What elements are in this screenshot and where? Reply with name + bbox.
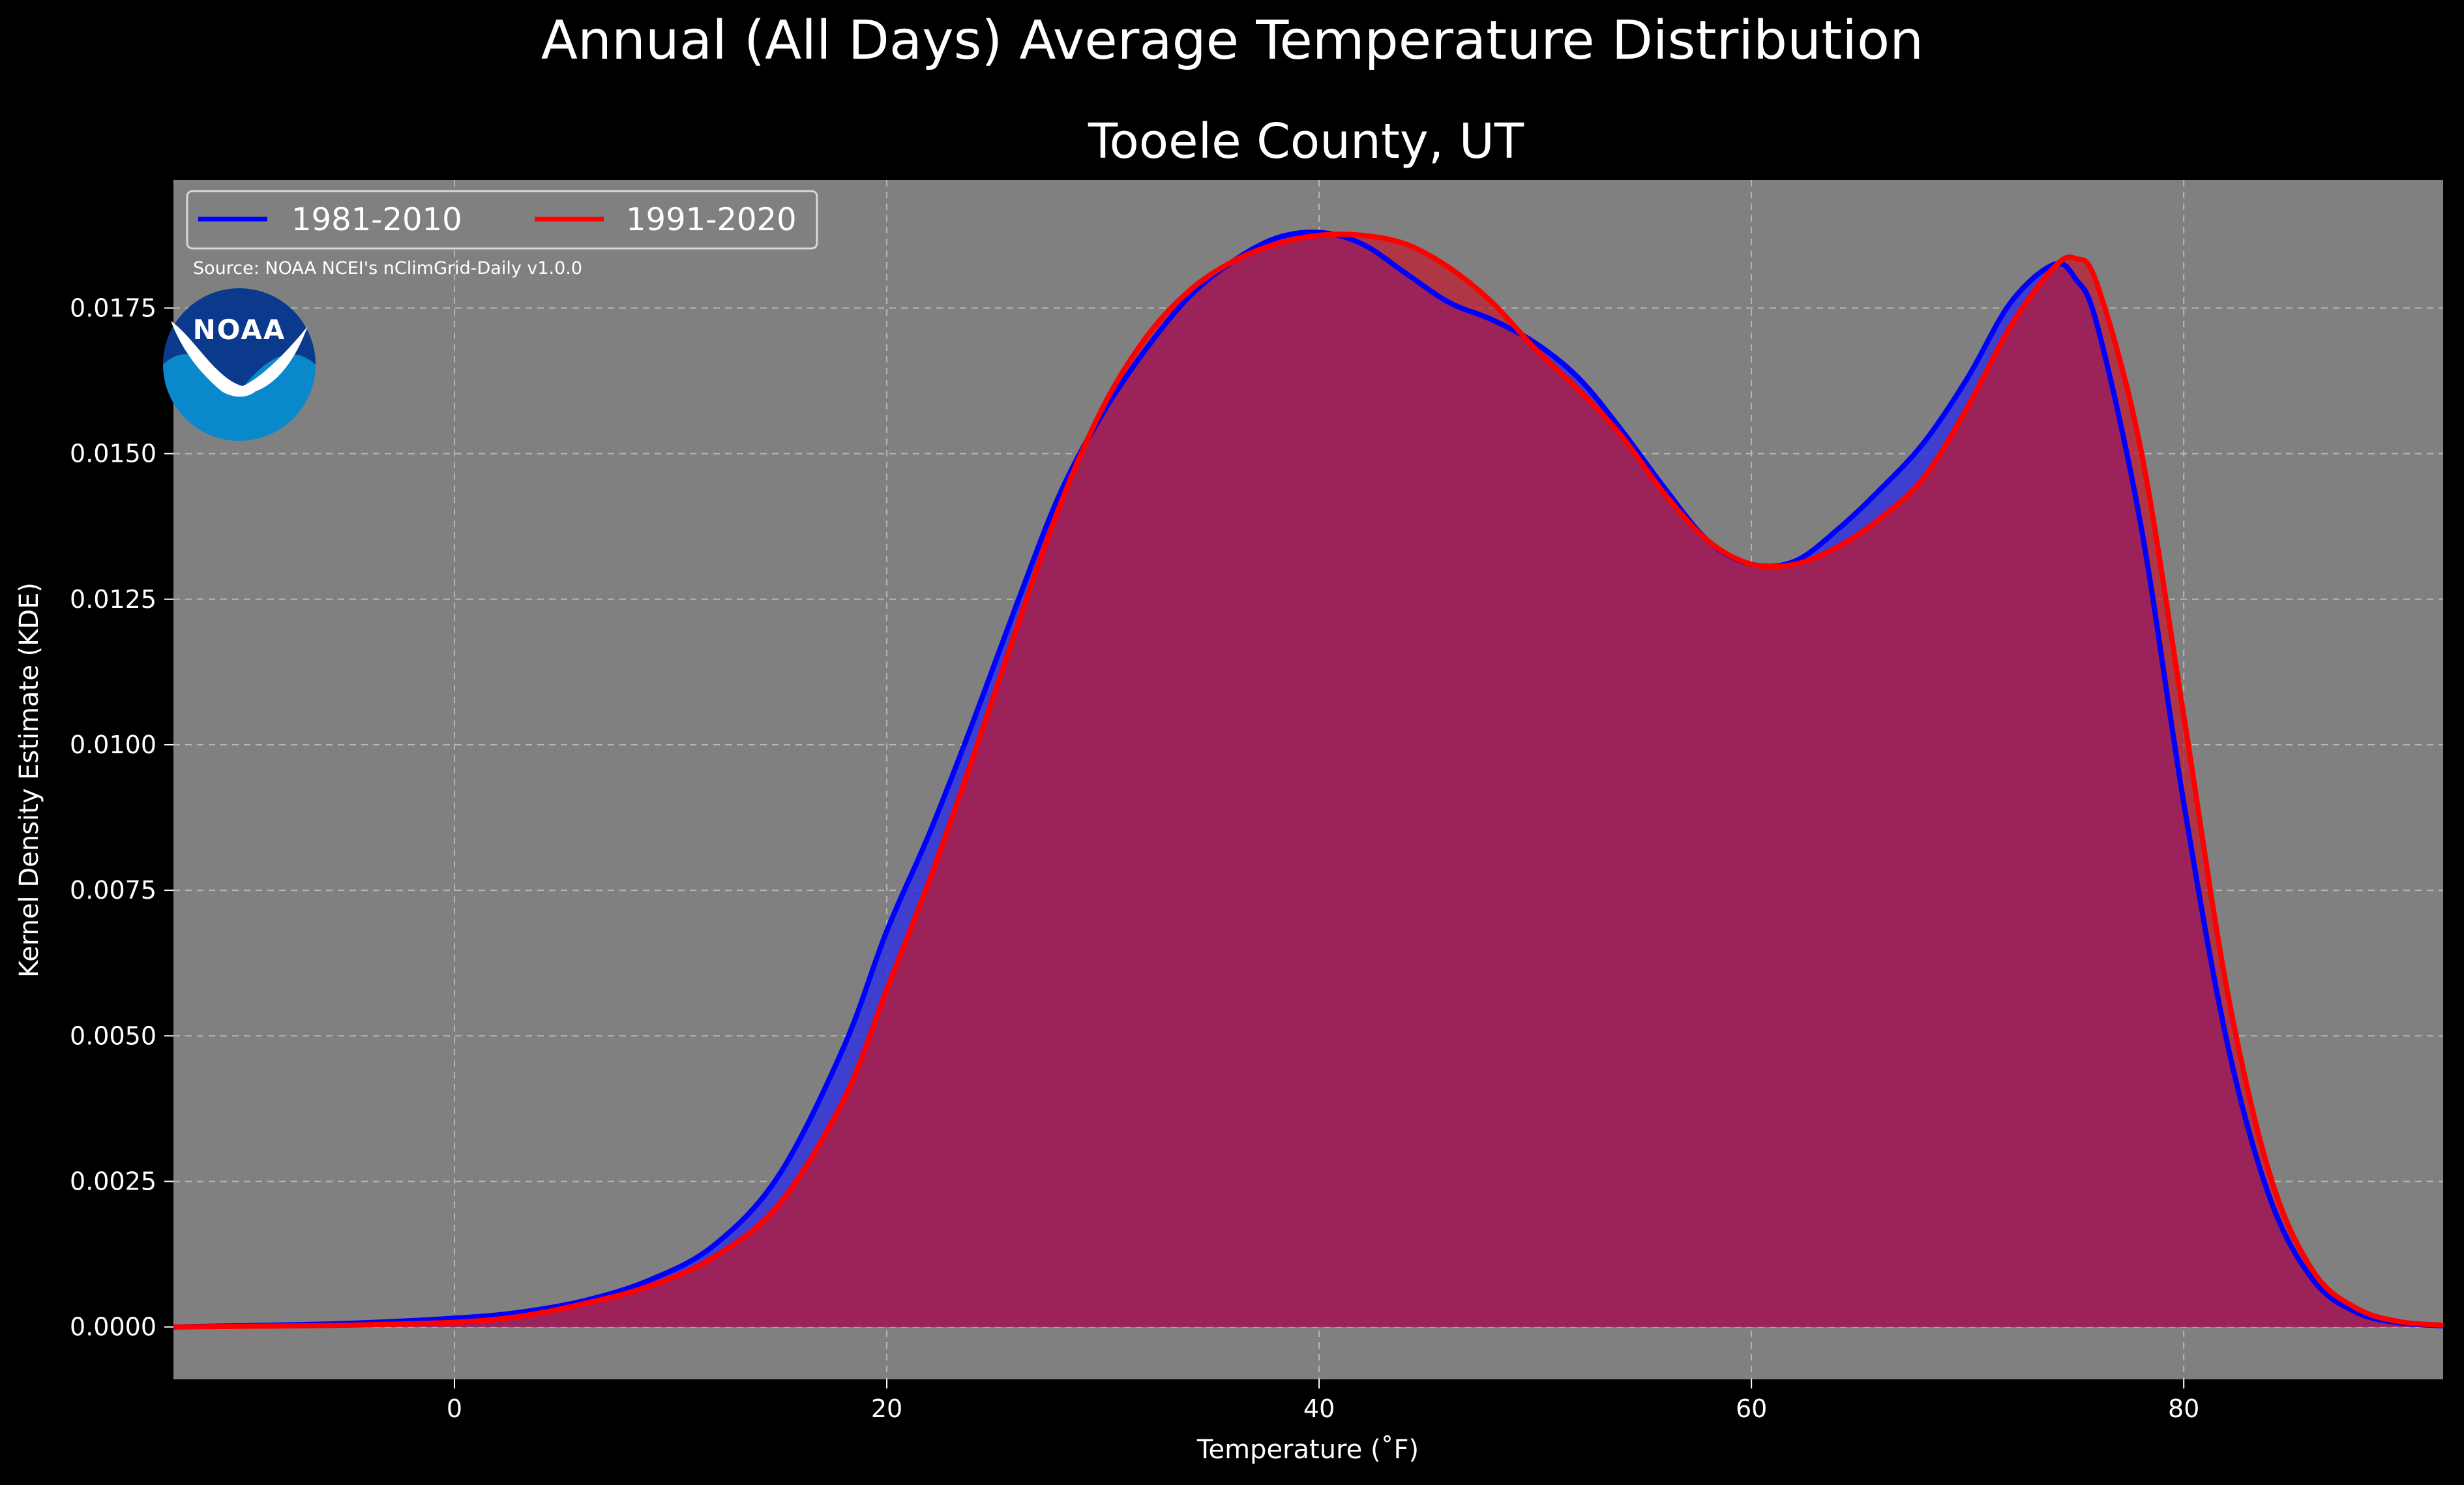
y-tick-label-0.0025: 0.0025 <box>70 1167 156 1195</box>
area-fill-1991-2020 <box>173 234 2443 1327</box>
legend: 1981-2010 1991-2020 <box>186 190 818 250</box>
y-tick-label-0.0000: 0.0000 <box>70 1313 156 1342</box>
x-tick-label-60: 60 <box>1736 1394 1767 1423</box>
x-tick-label-20: 20 <box>871 1394 902 1423</box>
legend-box <box>186 190 818 250</box>
series-line-1981-2010 <box>173 229 2444 1330</box>
noaa-logo: NOAA <box>163 288 316 441</box>
legend-label-1991-2020: 1991-2020 <box>626 202 797 238</box>
y-tick-label-0.0050: 0.0050 <box>70 1021 156 1050</box>
chart-subtitle: Tooele County, UT <box>1088 113 1524 170</box>
x-tick-label-80: 80 <box>2168 1394 2199 1423</box>
x-tick-label-40: 40 <box>1303 1394 1335 1423</box>
x-axis-label: Temperature (˚F) <box>1196 1435 1419 1465</box>
y-tick-label-0.0150: 0.0150 <box>70 440 156 468</box>
legend-label-1981-2010: 1981-2010 <box>291 202 462 238</box>
noaa-logo-top <box>163 288 316 391</box>
y-tick-label-0.0125: 0.0125 <box>70 585 156 614</box>
y-axis-label: Kernel Density Estimate (KDE) <box>14 582 44 978</box>
noaa-logo-gull <box>171 321 308 397</box>
noaa-logo-text: NOAA <box>193 314 286 346</box>
y-tick-label-0.0075: 0.0075 <box>70 876 156 905</box>
axis-ticks: 0 20 40 60 80 0.0000 0.0025 0.0050 0.0075 0.0100 0… <box>70 293 2199 1423</box>
chart-title: Annual (All Days) Average Temperature Di… <box>541 10 1923 72</box>
series-line-1991-2020 <box>173 232 2444 1330</box>
y-tick-label-0.0175: 0.0175 <box>70 293 156 322</box>
y-tick-label-0.0100: 0.0100 <box>70 730 156 759</box>
source-note: Source: NOAA NCEI's nClimGrid-Daily v1.0… <box>193 258 582 278</box>
x-tick-label-0: 0 <box>447 1394 462 1423</box>
series-layer <box>173 229 2444 1330</box>
